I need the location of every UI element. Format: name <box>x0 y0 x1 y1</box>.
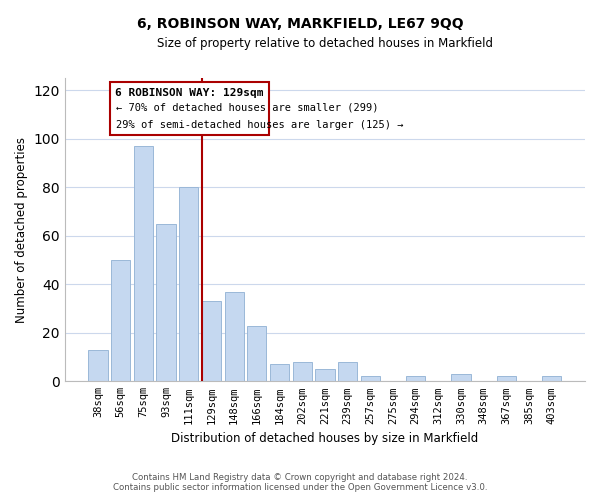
Bar <box>270 364 289 382</box>
Text: 29% of semi-detached houses are larger (125) →: 29% of semi-detached houses are larger (… <box>116 120 403 130</box>
Text: Contains HM Land Registry data © Crown copyright and database right 2024.
Contai: Contains HM Land Registry data © Crown c… <box>113 473 487 492</box>
Bar <box>542 376 562 382</box>
Text: 6, ROBINSON WAY, MARKFIELD, LE67 9QQ: 6, ROBINSON WAY, MARKFIELD, LE67 9QQ <box>137 18 463 32</box>
Bar <box>111 260 130 382</box>
Bar <box>451 374 470 382</box>
Y-axis label: Number of detached properties: Number of detached properties <box>15 136 28 322</box>
Text: ← 70% of detached houses are smaller (299): ← 70% of detached houses are smaller (29… <box>116 102 378 113</box>
Bar <box>338 362 357 382</box>
Bar <box>406 376 425 382</box>
Bar <box>110 82 269 135</box>
Bar <box>134 146 153 382</box>
Bar <box>202 301 221 382</box>
Bar <box>361 376 380 382</box>
Bar <box>315 369 335 382</box>
Bar <box>179 187 199 382</box>
Title: Size of property relative to detached houses in Markfield: Size of property relative to detached ho… <box>157 38 493 51</box>
Bar <box>247 326 266 382</box>
Bar <box>157 224 176 382</box>
Bar <box>293 362 312 382</box>
Bar <box>497 376 516 382</box>
Text: 6 ROBINSON WAY: 129sqm: 6 ROBINSON WAY: 129sqm <box>115 88 264 98</box>
Bar <box>88 350 108 382</box>
Bar <box>224 292 244 382</box>
X-axis label: Distribution of detached houses by size in Markfield: Distribution of detached houses by size … <box>171 432 479 445</box>
